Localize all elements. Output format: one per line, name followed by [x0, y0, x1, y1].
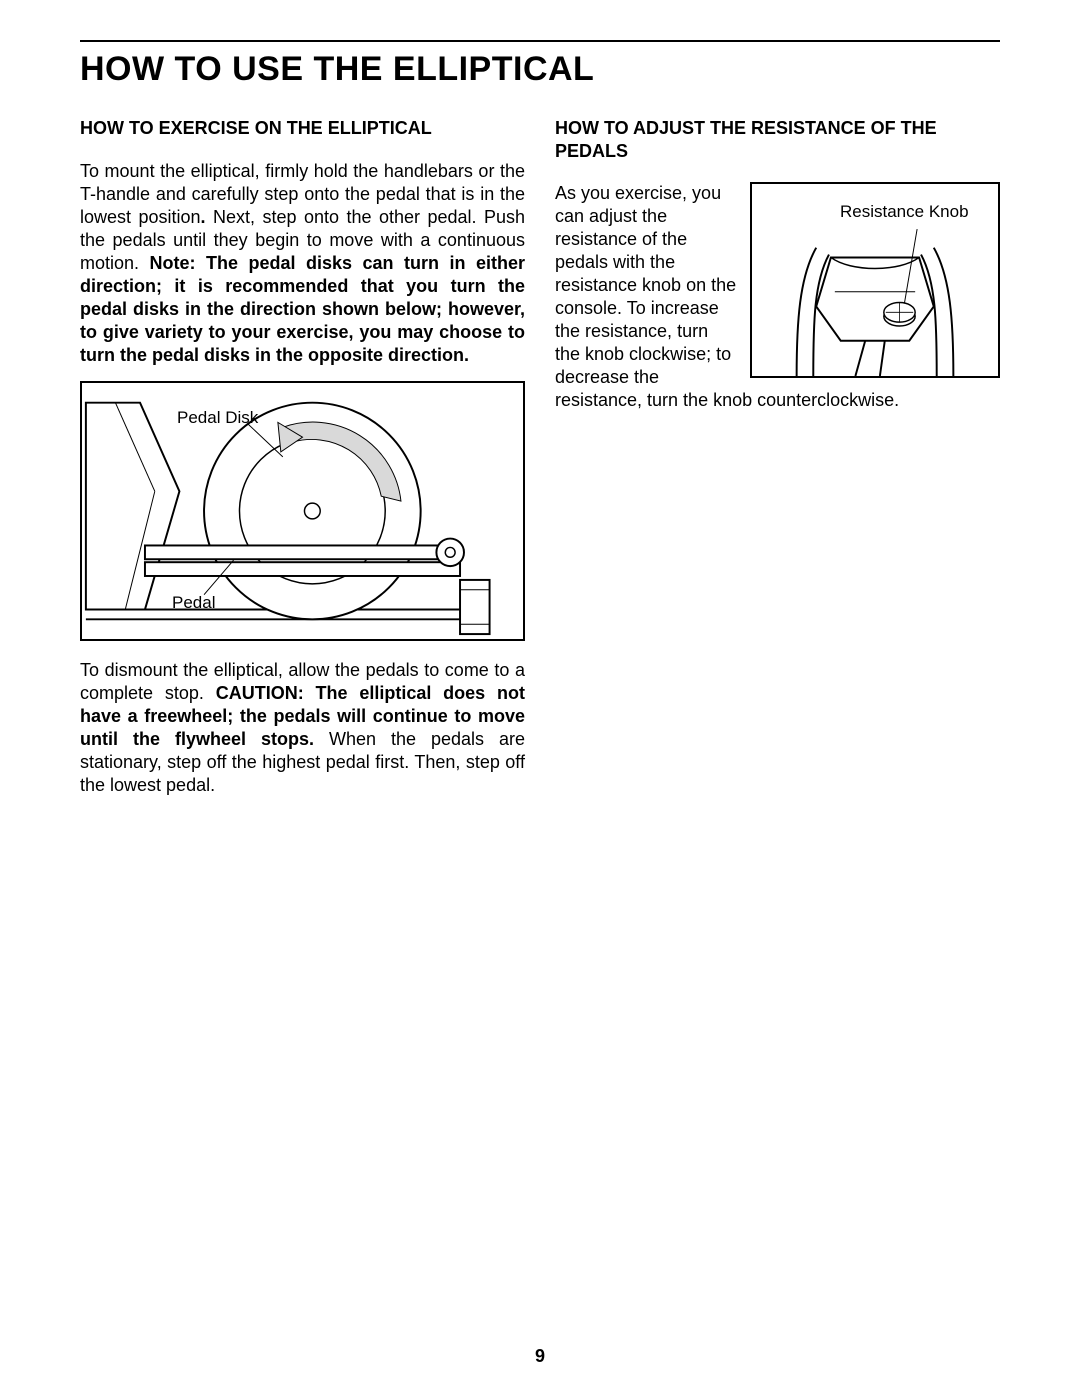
page-title: HOW TO USE THE ELLIPTICAL — [80, 50, 1000, 89]
fig2-label-resistance-knob: Resistance Knob — [840, 202, 969, 222]
left-paragraph-2: To dismount the elliptical, allow the pe… — [80, 659, 525, 797]
top-rule — [80, 40, 1000, 42]
left-heading: HOW TO EXERCISE ON THE ELLIPTICAL — [80, 117, 525, 140]
figure-pedal-disk: Pedal Disk Pedal — [80, 381, 525, 641]
figure-resistance-knob-wrap: Resistance Knob — [750, 182, 1000, 378]
page-number: 9 — [0, 1346, 1080, 1367]
left-column: HOW TO EXERCISE ON THE ELLIPTICAL To mou… — [80, 117, 525, 811]
right-column: HOW TO ADJUST THE RESISTANCE OF THE PEDA… — [555, 117, 1000, 811]
two-column-layout: HOW TO EXERCISE ON THE ELLIPTICAL To mou… — [80, 117, 1000, 811]
fig1-label-pedal: Pedal — [172, 593, 215, 613]
figure-resistance-knob: Resistance Knob — [750, 182, 1000, 378]
left-paragraph-1: To mount the elliptical, firmly hold the… — [80, 160, 525, 367]
right-heading: HOW TO ADJUST THE RESISTANCE OF THE PEDA… — [555, 117, 1000, 162]
pedal-disk-illustration — [82, 383, 523, 639]
fig1-label-pedal-disk: Pedal Disk — [177, 408, 258, 428]
page: HOW TO USE THE ELLIPTICAL HOW TO EXERCIS… — [0, 0, 1080, 1397]
